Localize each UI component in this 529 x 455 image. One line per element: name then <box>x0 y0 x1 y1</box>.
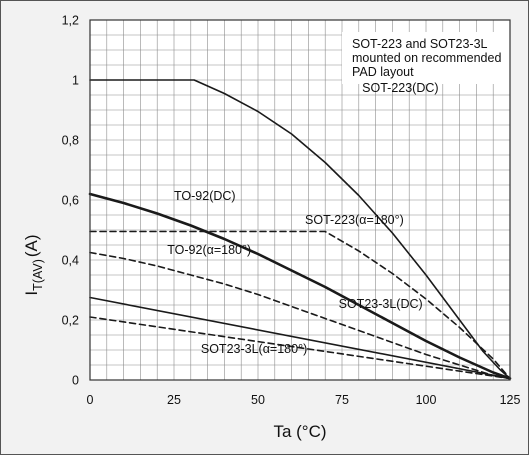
note-box <box>342 32 510 84</box>
curve-label: SOT23-3L(α=180°) <box>201 342 307 356</box>
tick-labels: 0 25 50 75 100 125 0 0,2 0,4 0,6 0,8 1 1,2 <box>62 14 521 408</box>
y-tick-label: 1,2 <box>62 14 79 28</box>
series-line-6 <box>89 316 511 380</box>
y-axis-title-unit: (A) <box>22 234 41 257</box>
curve-label: SOT-223(DC) <box>362 81 438 95</box>
y-tick-label: 0,6 <box>62 194 79 208</box>
curve-label: SOT23-3L(DC) <box>339 297 423 311</box>
y-tick-label: 0 <box>72 374 79 388</box>
curve-label: TO-92(DC) <box>174 189 236 203</box>
curve-labels: SOT-223(DC) TO-92(DC) SOT-223(α=180°) TO-92… <box>167 81 438 356</box>
x-tick-label: 50 <box>251 393 265 407</box>
note-line-2: mounted on recommended <box>352 51 501 65</box>
series-line-5 <box>89 296 511 380</box>
plot-frame <box>89 19 511 381</box>
y-tick-label: 1 <box>72 74 79 88</box>
series-line-3 <box>89 230 511 380</box>
y-axis-title: IT(AV) (A) <box>22 234 45 295</box>
y-axis-title-sub: T(AV) <box>31 259 45 291</box>
y-tick-label: 0,8 <box>62 134 79 148</box>
series-line-1 <box>89 79 511 380</box>
note-line-3: PAD layout <box>352 65 414 79</box>
note-line-1: SOT-223 and SOT23-3L <box>352 37 488 51</box>
series-line-4 <box>89 251 511 380</box>
y-axis-title-main: I <box>22 291 41 296</box>
x-tick-label: 125 <box>500 393 521 407</box>
curve-label: TO-92(α=180°) <box>167 243 251 257</box>
x-tick-label: 100 <box>416 393 437 407</box>
series <box>88 79 512 380</box>
note-text: SOT-223 and SOT23-3L mounted on recommen… <box>352 37 501 79</box>
y-tick-label: 0,2 <box>62 314 79 328</box>
series-line-2 <box>88 192 512 380</box>
x-tick-label: 0 <box>87 393 94 407</box>
x-tick-label: 25 <box>167 393 181 407</box>
x-tick-label: 75 <box>335 393 349 407</box>
y-tick-label: 0,4 <box>62 254 79 268</box>
curve-label: SOT-223(α=180°) <box>305 213 404 227</box>
x-axis-title: Ta (°C) <box>273 422 326 441</box>
